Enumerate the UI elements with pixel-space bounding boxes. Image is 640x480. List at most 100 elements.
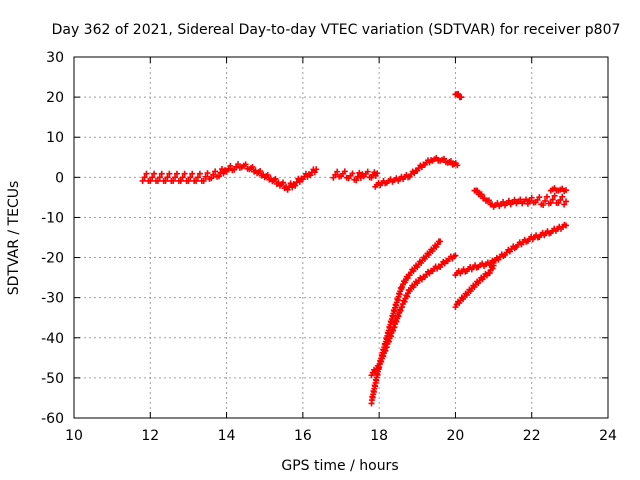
x-tick-label: 20 — [447, 428, 465, 444]
data-point — [149, 174, 156, 181]
data-point — [179, 174, 186, 181]
data-point — [242, 161, 249, 168]
data-point — [218, 166, 225, 173]
data-point — [505, 197, 512, 204]
data-point — [455, 90, 462, 97]
data-point — [357, 174, 364, 181]
data-point — [555, 200, 562, 207]
data-point — [185, 177, 192, 184]
data-point — [401, 298, 408, 305]
data-point — [356, 169, 363, 176]
data-point — [158, 170, 165, 177]
data-point — [561, 201, 568, 208]
data-point — [528, 194, 535, 201]
data-point — [284, 186, 291, 193]
x-tick-label: 18 — [370, 428, 388, 444]
data-point — [401, 279, 408, 286]
data-point — [489, 265, 496, 272]
data-point — [399, 304, 406, 311]
data-point — [220, 170, 227, 177]
data-point — [559, 193, 566, 200]
data-point — [349, 170, 356, 177]
data-point — [536, 194, 543, 201]
data-point — [181, 170, 188, 177]
data-point — [547, 200, 554, 207]
data-point — [526, 197, 533, 204]
data-point — [454, 162, 461, 169]
data-point — [540, 202, 547, 209]
data-point — [204, 170, 211, 177]
data-point — [264, 172, 271, 179]
data-point — [478, 191, 485, 198]
grid — [74, 57, 608, 418]
data-point — [296, 178, 303, 185]
data-point — [208, 175, 215, 182]
data-point — [200, 177, 207, 184]
x-tick-label: 12 — [141, 428, 159, 444]
data-point — [170, 177, 177, 184]
data-point — [235, 161, 242, 168]
data-point — [332, 171, 339, 178]
data-point — [374, 170, 381, 177]
data-point — [542, 197, 549, 204]
data-point — [156, 174, 163, 181]
data-point — [193, 177, 200, 184]
data-point — [563, 222, 570, 229]
data-point — [287, 180, 294, 187]
y-tick-label: -10 — [41, 210, 64, 226]
data-point — [364, 168, 371, 175]
data-point — [452, 252, 459, 259]
data-point — [189, 170, 196, 177]
ticks: 10 12 14 16 18 20 22 24 -60 -50 -40 -30 -20 -10 0 10 20 3… — [41, 50, 617, 444]
data-point — [162, 177, 169, 184]
chart-title: Day 362 of 2021, Sidereal Day-to-day VTE… — [52, 22, 621, 38]
data-point — [177, 177, 184, 184]
y-tick-label: 20 — [46, 90, 64, 106]
data-point — [458, 94, 465, 101]
data-point — [399, 284, 406, 291]
y-tick-label: -40 — [41, 331, 64, 347]
data-point — [286, 183, 293, 190]
data-point — [440, 155, 447, 162]
data-point — [353, 177, 360, 184]
data-point — [212, 168, 219, 175]
x-tick-label: 16 — [294, 428, 312, 444]
data-point — [500, 198, 507, 205]
data-point — [371, 169, 378, 176]
data-point — [563, 198, 570, 205]
data-point — [485, 197, 492, 204]
data-point — [172, 174, 179, 181]
data-point — [289, 184, 296, 191]
data-point — [187, 174, 194, 181]
y-tick-label: 0 — [55, 170, 64, 186]
data-point — [313, 166, 320, 173]
data-point — [215, 173, 222, 180]
data-point — [166, 170, 173, 177]
data-point — [404, 275, 411, 282]
data-point — [249, 163, 256, 170]
data-point — [341, 168, 348, 175]
data-point — [280, 179, 287, 186]
data-point — [202, 173, 209, 180]
data-point — [173, 170, 180, 177]
y-tick-label: 30 — [46, 50, 64, 66]
data-point — [143, 170, 150, 177]
data-point — [557, 196, 564, 203]
data-point — [404, 293, 411, 300]
data-point — [196, 170, 203, 177]
data-point — [447, 158, 454, 165]
y-tick-label: -30 — [41, 291, 64, 307]
data-point — [517, 196, 524, 203]
x-tick-label: 14 — [218, 428, 236, 444]
y-tick-label: -60 — [41, 411, 64, 427]
data-point — [551, 192, 558, 199]
data-point — [486, 270, 493, 277]
data-point — [151, 170, 158, 177]
data-point — [194, 174, 201, 181]
data-point — [164, 174, 171, 181]
data-point — [141, 174, 148, 181]
y-axis-label: SDTVAR / TECUs — [6, 181, 22, 296]
data-point — [354, 173, 361, 180]
data-point — [227, 162, 234, 169]
